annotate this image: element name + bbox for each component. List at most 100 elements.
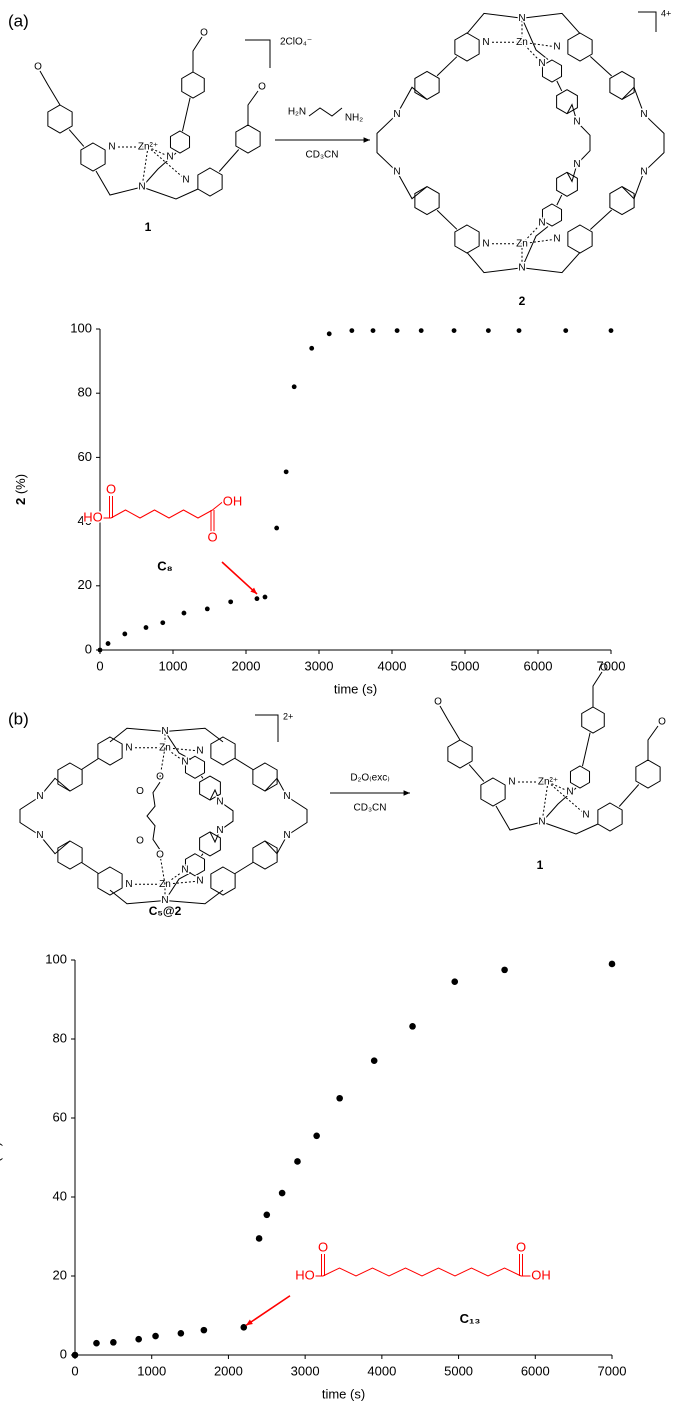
bond xyxy=(521,12,581,34)
bond xyxy=(396,171,428,200)
ring xyxy=(181,71,205,99)
bond xyxy=(264,777,288,797)
compound-label: C₅@2 xyxy=(149,904,182,918)
ring xyxy=(541,59,563,83)
atom-label: O xyxy=(318,1239,328,1254)
bond xyxy=(164,727,224,743)
coordination-bond xyxy=(141,146,149,188)
ring xyxy=(184,755,206,779)
ring xyxy=(57,840,83,870)
bracket xyxy=(255,714,279,742)
bond xyxy=(581,732,591,767)
y-axis-title: 1 (%) xyxy=(0,1142,3,1173)
atom-label: Zn xyxy=(516,37,528,48)
atom-label: N xyxy=(538,217,545,228)
data-point xyxy=(97,647,103,653)
ring xyxy=(581,706,605,734)
arrow-head xyxy=(363,137,370,143)
ring xyxy=(47,104,73,134)
arrow-head xyxy=(403,790,410,796)
atom-label: N xyxy=(196,746,203,757)
bond xyxy=(436,56,458,77)
bond xyxy=(466,252,523,274)
atom-label: N xyxy=(518,262,525,273)
ring xyxy=(597,802,623,832)
bond xyxy=(556,80,563,92)
atom-label: OH xyxy=(223,493,243,508)
atom-label: Zn²⁺ xyxy=(138,142,158,153)
data-point xyxy=(181,610,187,616)
y-tick-label: 0 xyxy=(85,641,92,656)
coordination-bond xyxy=(521,41,543,64)
annotation-label: C₁₃ xyxy=(460,1311,481,1326)
coordination-bond xyxy=(521,238,558,245)
bond xyxy=(521,17,549,60)
atom-label: N xyxy=(393,166,400,177)
atom-label: N xyxy=(36,791,43,802)
bond xyxy=(286,796,308,836)
data-point xyxy=(394,328,400,334)
atom-label: O xyxy=(156,772,164,783)
x-tick-label: 6000 xyxy=(524,658,553,673)
atom-label: N xyxy=(582,810,589,821)
ring xyxy=(97,736,123,766)
atom-label: HO xyxy=(295,1267,315,1282)
y-tick-label: 100 xyxy=(70,320,92,335)
x-tick-label: 5000 xyxy=(444,1363,473,1378)
ring xyxy=(169,130,191,154)
x-axis-title: time (s) xyxy=(334,681,377,696)
bond xyxy=(146,781,161,851)
y-tick-label: 60 xyxy=(78,449,92,464)
bond xyxy=(19,796,41,836)
ring xyxy=(556,171,578,197)
y-tick-label: 20 xyxy=(53,1267,67,1282)
bond xyxy=(110,509,213,519)
x-tick-label: 2000 xyxy=(232,658,261,673)
atom-label: O xyxy=(106,481,116,496)
bond xyxy=(109,727,166,743)
atom-label: N xyxy=(566,787,573,798)
atom-label: OH xyxy=(531,1267,551,1282)
bond xyxy=(141,186,199,200)
compound-label: 1 xyxy=(145,220,152,234)
atom-label: N xyxy=(553,42,560,53)
y-tick-label: 100 xyxy=(45,951,67,966)
ring xyxy=(199,831,221,857)
atom-label: N xyxy=(138,182,145,193)
x-tick-label: 7000 xyxy=(597,658,626,673)
x-tick-label: 1000 xyxy=(137,1363,166,1378)
coordination-bond xyxy=(147,146,171,158)
bond xyxy=(209,830,221,844)
data-point xyxy=(608,328,614,334)
atom-label: N xyxy=(216,825,223,836)
bond xyxy=(192,36,203,72)
y-axis-title-unit: (%) xyxy=(13,474,28,494)
ring xyxy=(235,124,261,154)
atom-label: N xyxy=(518,13,525,24)
data-point xyxy=(370,1057,378,1065)
atom-label: N xyxy=(181,865,188,876)
data-point xyxy=(294,1158,301,1165)
ring xyxy=(252,762,278,792)
atom-label: N xyxy=(36,830,43,841)
bond xyxy=(81,758,99,770)
atom-label: Zn xyxy=(159,879,171,890)
data-point xyxy=(563,328,569,334)
atom-label: N xyxy=(283,791,290,802)
y-tick-label: 80 xyxy=(53,1030,67,1045)
solvent: CD₃CN xyxy=(306,150,339,161)
coordination-bond xyxy=(164,747,201,752)
bracket xyxy=(638,11,657,32)
data-point xyxy=(228,599,234,605)
y-axis-title-compound: 1 xyxy=(0,1166,3,1173)
x-tick-label: 3000 xyxy=(291,1363,320,1378)
atom-label: N xyxy=(393,109,400,120)
ring xyxy=(635,759,661,789)
data-point xyxy=(255,1235,263,1242)
solvent: CD₃CN xyxy=(354,803,387,814)
atom-label: O xyxy=(207,529,217,544)
data-point xyxy=(122,631,128,637)
atom-label: O xyxy=(258,82,266,93)
atom-label: O xyxy=(156,850,164,861)
